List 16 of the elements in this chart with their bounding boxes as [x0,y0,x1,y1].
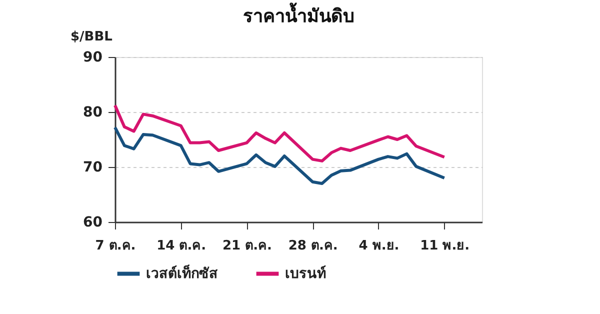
y-tick-label: 60 [83,214,103,230]
line-series [114,126,446,185]
legend-label: เบรนท์ [285,264,326,282]
x-tick-label: 4 พ.ย. [358,238,400,254]
line-series [114,104,446,162]
legend-label: เวสต์เท็กซัส [146,264,218,282]
x-tick-label: 28 ต.ค. [288,238,338,254]
y-axis-title: $/BBL [70,30,112,44]
y-tick-label: 90 [83,50,103,66]
x-tick-label: 11 พ.ย. [420,238,470,254]
y-tick-label: 70 [83,160,103,176]
x-tick-label: 7 ต.ค. [95,238,136,254]
x-tick-label: 14 ต.ค. [156,238,206,254]
x-tick-label: 21 ต.ค. [222,238,272,254]
chart-title: ราคาน้ำมันดิบ [243,2,354,27]
y-tick-label: 80 [83,104,103,120]
